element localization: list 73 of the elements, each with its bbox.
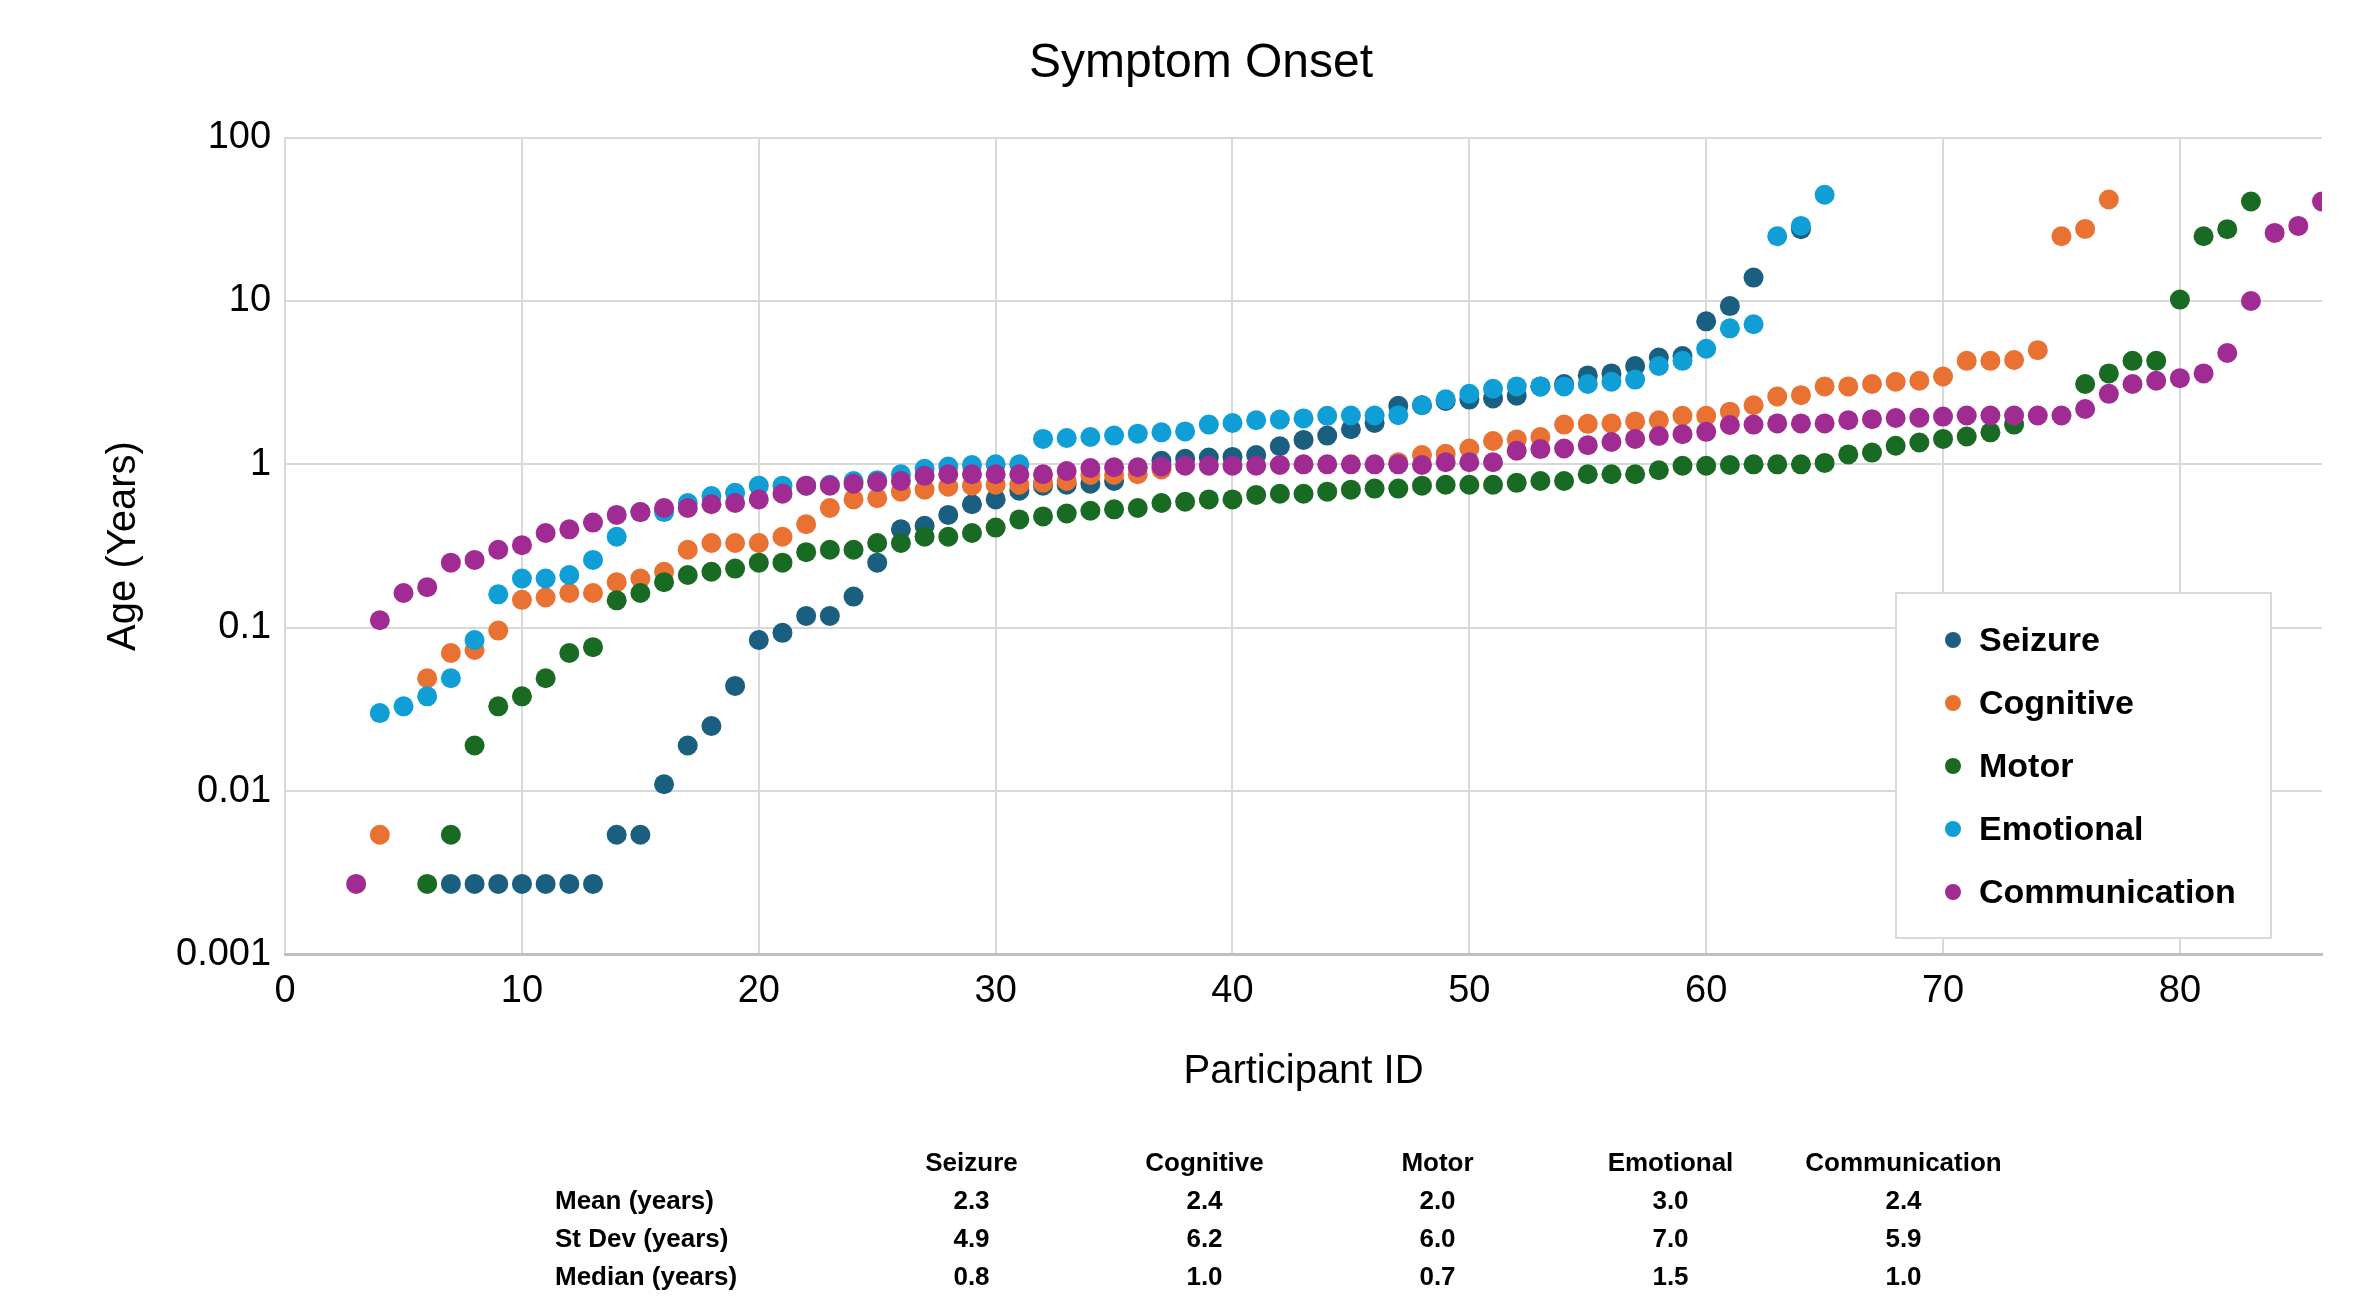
legend-label: Cognitive [1979, 683, 2134, 723]
point [464, 873, 485, 894]
point [843, 586, 864, 607]
y-tick-label: 0.1 [218, 604, 272, 647]
point [440, 873, 461, 894]
text: 7.0 [1651, 1222, 1690, 1255]
x-tick-label: 80 [2158, 967, 2202, 1010]
legend-label: Communication [1979, 872, 2236, 912]
x-tick-label: 0 [274, 967, 296, 1010]
y-tick-label: 10 [228, 277, 272, 320]
text: 2.0 [1418, 1184, 1457, 1217]
point [725, 675, 746, 696]
x-tick-label: 30 [974, 967, 1017, 1010]
text: 5.9 [1884, 1222, 1923, 1255]
point [1293, 429, 1314, 450]
point [654, 774, 675, 795]
point [606, 824, 627, 845]
x-tick-label: 10 [500, 967, 544, 1010]
y-tick-label: 1 [249, 440, 272, 483]
text: Cognitive [1144, 1146, 1265, 1179]
y-tick-label: 100 [207, 114, 272, 157]
text: 1.0 [1884, 1260, 1923, 1293]
text: 2.3 [952, 1184, 991, 1217]
point [1743, 267, 1764, 288]
x-tick-label: 70 [1921, 967, 1965, 1010]
point [772, 622, 793, 643]
text: 6.2 [1185, 1222, 1224, 1255]
text: 2.4 [1185, 1184, 1224, 1217]
chart-title: Symptom Onset [1028, 34, 1374, 88]
point [1719, 296, 1740, 317]
y-tick-label: 0.001 [176, 930, 272, 973]
point [938, 504, 959, 525]
y-tick-label: 0.01 [197, 767, 272, 810]
point [677, 735, 698, 756]
legend-label: Motor [1979, 746, 2074, 786]
point [867, 552, 888, 573]
point [961, 494, 982, 515]
point [559, 873, 580, 894]
x-axis-title: Participant ID [1183, 1047, 1424, 1092]
point [511, 873, 532, 894]
text: Emotional [1606, 1146, 1735, 1179]
point [1269, 436, 1290, 457]
point [488, 873, 509, 894]
x-tick-label: 40 [1211, 967, 1254, 1010]
point [748, 630, 769, 651]
text: 4.9 [952, 1222, 991, 1255]
point [819, 605, 840, 626]
y-axis-title: Age (Years) [99, 441, 144, 651]
text: Mean (years) [555, 1184, 715, 1217]
legend-label: Seizure [1979, 620, 2100, 660]
text: Median (years) [555, 1260, 739, 1293]
text: 6.0 [1418, 1222, 1457, 1255]
text: 3.0 [1651, 1184, 1690, 1217]
text: 0.7 [1418, 1260, 1457, 1293]
legend-label: Emotional [1979, 809, 2144, 849]
x-tick-label: 50 [1448, 967, 1491, 1010]
text: Seizure [924, 1146, 1019, 1179]
x-tick-label: 60 [1685, 967, 1728, 1010]
text: 2.4 [1884, 1184, 1923, 1217]
point [583, 873, 603, 894]
text: 1.0 [1185, 1260, 1224, 1293]
text: 1.5 [1651, 1260, 1690, 1293]
text: 0.8 [952, 1260, 991, 1293]
text: St Dev (years) [555, 1222, 730, 1255]
x-tick-label: 20 [737, 967, 780, 1010]
text: Communication [1804, 1146, 2003, 1179]
point [1696, 311, 1717, 332]
point [535, 873, 556, 894]
point [630, 824, 651, 845]
point [701, 716, 722, 737]
text: Motor [1400, 1146, 1475, 1179]
point [796, 605, 817, 626]
point [1317, 425, 1338, 446]
